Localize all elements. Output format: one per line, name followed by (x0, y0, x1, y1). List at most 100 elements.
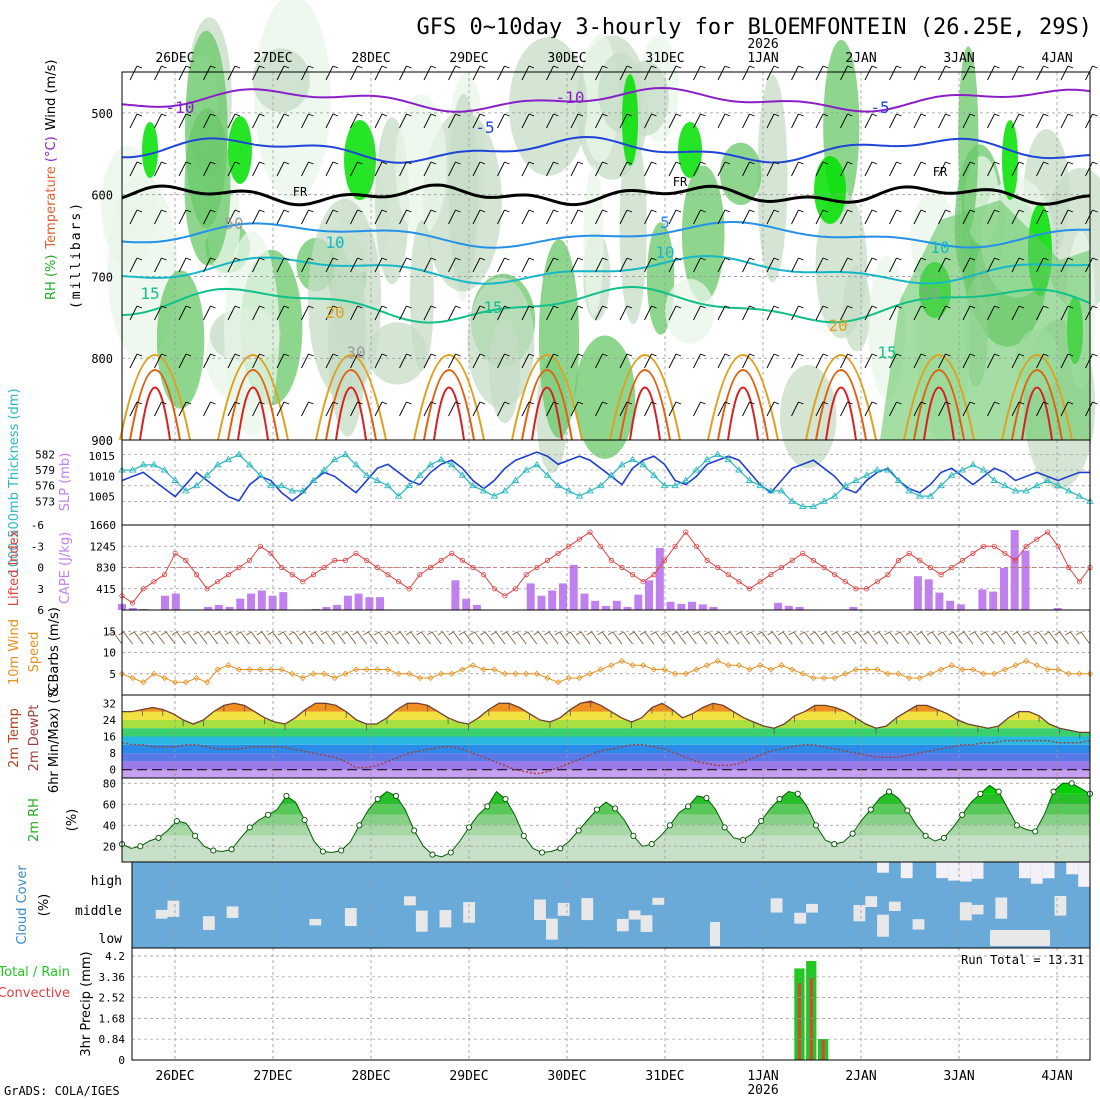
upper-wind-barb (791, 257, 804, 273)
upper-wind-barb (742, 257, 755, 273)
wind-speed-point (682, 670, 689, 677)
li-point (502, 593, 508, 599)
thickness-point (1064, 487, 1073, 494)
wind-speed-point (799, 670, 806, 677)
cloud-middle-cell (557, 902, 570, 916)
rh-shade-high (678, 122, 702, 178)
upper-wind-barb (913, 161, 927, 177)
wind-barb (831, 631, 846, 645)
rh-point (685, 803, 692, 810)
upper-wind-barb (448, 209, 461, 225)
thickness-point (458, 471, 467, 478)
thickness-point (724, 455, 733, 463)
wind-speed-point (884, 670, 891, 677)
li-point (895, 557, 902, 564)
upper-wind-barb (619, 65, 633, 81)
upper-wind-barb (399, 257, 412, 273)
wind-speed-point (1001, 666, 1008, 673)
wind-speed-point (618, 657, 626, 665)
li-point (629, 571, 636, 578)
upper-wind-barb (864, 353, 878, 369)
li-point (555, 550, 561, 556)
cape-tick-label: 415 (96, 583, 116, 596)
cloud-middle-cell (581, 898, 594, 921)
temp-band (122, 711, 1090, 720)
upper-wind-barb (717, 257, 731, 273)
upper-wind-barb (252, 161, 265, 177)
upper-wind-barb (374, 305, 388, 321)
wind-barb (990, 631, 1006, 645)
li-point (523, 571, 529, 578)
cape-bar (956, 604, 965, 610)
cloud-level-label: middle (75, 904, 122, 919)
wind-barb (767, 631, 782, 645)
rh-point (758, 817, 765, 825)
temp-tick-label: 32 (103, 697, 116, 710)
upper-wind-barb (325, 161, 339, 177)
upper-wind-barb (399, 209, 412, 225)
cape-tick-label: 1245 (90, 540, 117, 553)
li-point (927, 564, 934, 571)
rh-band (122, 825, 1090, 836)
wind-speed-point (267, 666, 274, 673)
upper-wind-barb (129, 65, 143, 81)
thickness-point (277, 481, 286, 489)
upper-wind-barb (227, 353, 241, 369)
upper-wind-barb (791, 305, 804, 321)
upper-wind-barb (938, 257, 951, 273)
upper-wind-barb (987, 65, 1000, 81)
cloud-middle-cell (640, 915, 653, 932)
cloud-high-cell (1030, 862, 1043, 884)
cape-bar (645, 580, 653, 610)
isotherm-3 (121, 221, 1091, 249)
upper-wind-barb (252, 257, 265, 273)
upper-wind-barb (472, 65, 486, 81)
rh-point (904, 807, 911, 814)
wind-barb (703, 631, 719, 645)
upper-wind-barb (203, 401, 216, 417)
rh-point (210, 847, 217, 854)
li-point (247, 557, 253, 564)
contour-label: 15 (483, 298, 502, 317)
thickness-point (245, 460, 254, 468)
rh-point (612, 805, 619, 812)
upper-wind-barb (227, 209, 241, 225)
upper-wind-barb (668, 209, 682, 225)
li-point (193, 571, 200, 578)
wind-barb (246, 631, 261, 645)
upper-wind-barb (521, 401, 535, 417)
upper-wind-barb (1085, 209, 1098, 225)
upper-wind-barb (668, 113, 682, 129)
thickness-point (756, 481, 765, 489)
upper-wind-barb (399, 305, 412, 321)
upper-wind-barb (227, 401, 241, 417)
upper-wind-barb (325, 305, 339, 321)
upper-wind-barb (1060, 257, 1074, 273)
cape-bar (913, 576, 922, 610)
upper-wind-barb (521, 353, 535, 369)
rh-shade (665, 278, 715, 344)
rh-point (301, 816, 308, 824)
li-point (746, 586, 753, 592)
thickness-point (916, 492, 924, 499)
rh-point (539, 849, 546, 856)
upper-wind-barb (889, 257, 902, 273)
upper-wind-barb (374, 65, 388, 81)
upper-wind-barb (644, 161, 657, 177)
thickness-point (394, 492, 403, 499)
li-point (140, 586, 146, 592)
surface-isotherm-9-1 (1011, 369, 1063, 441)
li-point (172, 550, 178, 556)
thickness-point (990, 476, 999, 483)
wind-barb (192, 631, 208, 645)
wind-barb (416, 631, 431, 645)
li-point (225, 571, 231, 578)
li-point (683, 529, 689, 535)
thickness-point (543, 471, 552, 478)
bottom-date-label: 29DEC (449, 1069, 488, 1084)
upper-wind-barb (717, 353, 731, 369)
li-point (810, 557, 817, 564)
li-point (959, 557, 966, 564)
surface-isotherm-6-0 (707, 354, 779, 441)
